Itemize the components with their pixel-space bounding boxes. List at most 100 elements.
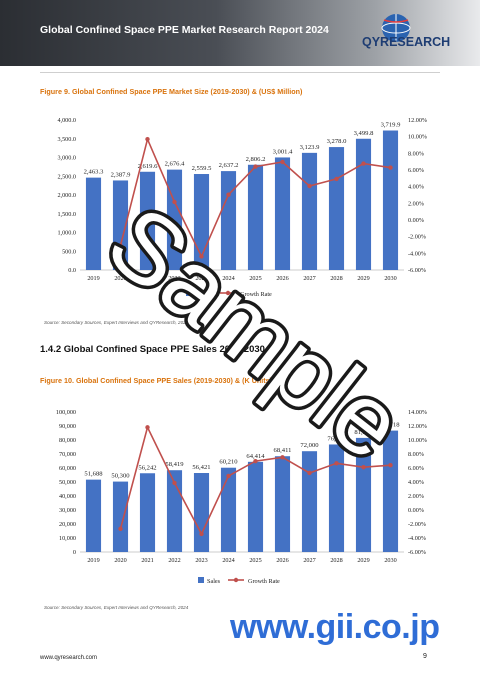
y-tick-label: 10,000 — [59, 535, 76, 542]
y-tick-label: 3,000.0 — [57, 155, 76, 162]
y-tick-label: 4,000.0 — [57, 117, 76, 124]
bar — [193, 473, 210, 552]
figure-9-title: Figure 9. Global Confined Space PPE Mark… — [40, 87, 303, 96]
y2-tick-label: 0.00% — [408, 507, 424, 514]
legend-line-marker — [225, 290, 231, 296]
page-number: 9 — [423, 653, 427, 660]
bar — [166, 169, 183, 270]
bar — [382, 130, 399, 270]
y2-tick-label: -4.00% — [408, 250, 426, 257]
y2-tick-label: 12.00% — [408, 117, 427, 124]
y-tick-label: 100,000 — [56, 409, 76, 416]
bar-value-label: 2,559.5 — [192, 165, 212, 172]
growth-rate-point — [280, 455, 285, 460]
bar — [85, 177, 102, 270]
growth-rate-point — [172, 199, 177, 205]
x-tick-label: 2019 — [87, 275, 99, 282]
x-tick-label: 2019 — [87, 557, 99, 564]
bar-value-label: 2,463.3 — [84, 169, 104, 176]
bar-value-label: 51,688 — [84, 471, 103, 478]
bar — [112, 481, 129, 552]
y2-tick-label: 4.00% — [408, 184, 424, 191]
y-tick-label: 40,000 — [59, 493, 76, 500]
growth-rate-point — [361, 161, 366, 166]
y2-tick-label: 8.00% — [408, 150, 424, 157]
market-size-chart: 0.0 500.0 1,000.0 1,500.0 2,000.0 2,500.0 3,00… — [57, 117, 427, 298]
growth-rate-point — [226, 192, 231, 197]
y2-tick-label: 10.00% — [408, 134, 427, 141]
x-tick-label: 2023 — [195, 275, 207, 282]
y2-tick-label: 8.00% — [408, 451, 424, 458]
y2-tick-label: 12.00% — [408, 423, 427, 430]
bar — [328, 444, 345, 552]
bar — [355, 138, 372, 270]
gii-watermark: www.gii.co.jp — [230, 608, 440, 646]
bar-value-label: 3,123.9 — [300, 144, 320, 151]
y2-tick-label: 2.00% — [408, 200, 424, 207]
bar-value-label: 50,300 — [111, 473, 130, 480]
growth-rate-point — [145, 425, 150, 430]
growth-rate-point — [118, 243, 123, 248]
bar — [247, 461, 264, 552]
y-tick-label: 20,000 — [59, 521, 76, 528]
y2-tick-label: -2.00% — [408, 521, 426, 528]
growth-rate-point — [253, 458, 258, 464]
bar-value-label: 3,499.8 — [354, 130, 374, 137]
y-tick-label: 500.0 — [62, 248, 76, 255]
sales-chart: 0 10,000 20,000 30,000 40,000 50,000 60,000 70,… — [56, 409, 427, 585]
bar-value-label: 72,000 — [300, 442, 319, 449]
y2-tick-label: -2.00% — [408, 234, 426, 241]
growth-rate-point — [145, 136, 150, 142]
x-tick-label: 2029 — [357, 275, 369, 282]
figure-10-title: Figure 10. Global Confined Space PPE Sal… — [40, 376, 273, 385]
bar-value-label: 60,210 — [219, 459, 238, 466]
growth-rate-point — [253, 164, 258, 169]
growth-rate-point — [334, 176, 339, 182]
bar — [112, 180, 129, 270]
growth-rate-point — [307, 470, 312, 476]
growth-rate-point — [388, 165, 393, 170]
section-heading: 1.4.2 Global Confined Space PPE Sales 20… — [40, 344, 265, 355]
report-title: Global Confined Space PPE Market Researc… — [40, 24, 329, 36]
bar-value-label: 86,718 — [381, 422, 400, 429]
legend-bar-swatch — [186, 290, 192, 296]
bar-value-label: 3,001.4 — [273, 148, 293, 155]
y2-tick-label: 4.00% — [408, 479, 424, 486]
growth-rate-point — [280, 159, 285, 165]
x-tick-label: 2030 — [384, 275, 396, 282]
growth-rate-point — [361, 465, 366, 470]
x-tick-label: 2025 — [249, 557, 261, 564]
y-tick-label: 1,000.0 — [57, 230, 76, 237]
figure-9-source: Source: Secondary Sources, Expert Interv… — [44, 320, 189, 325]
bar-value-label: 68,411 — [274, 447, 292, 454]
x-tick-label: 2026 — [276, 275, 288, 282]
bar-value-label: 64,414 — [246, 453, 265, 460]
legend-line-label: Growth Rate — [248, 578, 280, 585]
growth-rate-point — [199, 254, 204, 259]
y2-tick-label: 0.00% — [408, 217, 424, 224]
legend-bar-swatch — [198, 577, 204, 583]
bar-value-label: 2,619.6 — [138, 163, 158, 170]
legend-line-marker — [233, 577, 239, 583]
y-tick-label: 1,500.0 — [57, 211, 76, 218]
y-tick-label: 70,000 — [59, 451, 76, 458]
y2-tick-label: -6.00% — [408, 549, 426, 556]
x-tick-label: 2024 — [222, 557, 234, 564]
bar-value-label: 2,637.2 — [219, 162, 239, 169]
x-tick-label: 2024 — [222, 275, 234, 282]
x-tick-label: 2022 — [168, 275, 180, 282]
bar — [328, 147, 345, 270]
bar-value-label: 3,719.9 — [381, 122, 401, 129]
logo-text: QYRESEARCH — [362, 35, 451, 49]
bar-value-label: 2,676.4 — [165, 161, 185, 168]
x-tick-label: 2027 — [303, 275, 315, 282]
y2-tick-label: -6.00% — [408, 267, 426, 274]
bar-value-label: 81,500 — [354, 429, 373, 436]
y-tick-label: 2,500.0 — [57, 173, 76, 180]
x-tick-label: 2027 — [303, 557, 315, 564]
y-tick-label: 3,500.0 — [57, 136, 76, 143]
bar — [274, 456, 291, 552]
bar-value-label: 76,805 — [327, 435, 346, 442]
x-tick-label: 2020 — [114, 557, 126, 564]
x-tick-label: 2029 — [357, 557, 369, 564]
